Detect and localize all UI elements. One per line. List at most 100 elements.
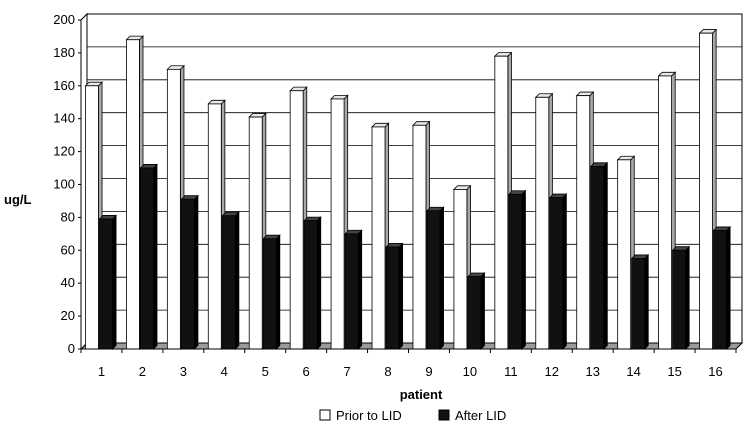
bar-after-16-front [713, 230, 727, 350]
bar-prior-9-front [412, 124, 427, 350]
bar-after-6-side [316, 216, 322, 350]
bar-after-1-side [112, 214, 117, 350]
y-tick-label-5: 100 [53, 177, 75, 192]
bar-after-8-side [398, 242, 404, 350]
x-tick-label-6: 6 [303, 364, 310, 379]
bar-prior-14-front [617, 159, 632, 350]
bar-after-7 [344, 229, 363, 350]
bar-after-3 [180, 194, 199, 350]
bar-after-13-side [603, 161, 608, 350]
bar-prior-6-front [289, 90, 304, 350]
y-tick-label-10: 200 [53, 12, 75, 27]
bar-after-12-front [549, 197, 564, 350]
bar-after-6 [303, 216, 322, 350]
bar-prior-15 [657, 71, 677, 350]
bar-prior-1 [84, 81, 104, 350]
x-tick-label-4: 4 [221, 364, 228, 379]
bar-prior-15-front [658, 75, 672, 350]
bar-after-13 [589, 161, 609, 350]
bar-after-3-side [193, 194, 199, 350]
bar-after-11-side [521, 189, 526, 350]
x-tick-label-9: 9 [425, 364, 432, 379]
bar-after-4-front [221, 215, 236, 350]
x-tick-label-5: 5 [262, 364, 269, 379]
bar-after-2-front [140, 167, 154, 350]
y-tick-label-2: 40 [61, 275, 75, 290]
bar-after-12-side [562, 193, 567, 350]
bar-after-2-side [153, 163, 158, 350]
bar-after-5 [262, 234, 281, 350]
y-tick-label-9: 180 [53, 45, 75, 60]
y-tick-label-8: 160 [53, 78, 75, 93]
bar-after-3-front [180, 198, 195, 350]
bar-after-8 [385, 242, 404, 350]
x-axis-label: patient [400, 387, 443, 402]
bar-after-4-side [234, 211, 240, 350]
bar-after-16-side [726, 225, 731, 350]
bar-after-16 [712, 225, 732, 350]
legend-label-prior: Prior to LID [336, 408, 402, 423]
bar-after-11 [507, 189, 527, 350]
bar-after-15-front [672, 249, 686, 350]
bar-after-14 [630, 253, 650, 350]
bar-prior-8-front [371, 126, 386, 350]
x-tick-label-1: 1 [98, 364, 105, 379]
legend-swatch-after [438, 409, 450, 421]
bar-after-10-front [467, 276, 482, 350]
bar-after-12 [548, 193, 568, 350]
bar-after-7-front [344, 233, 359, 350]
bar-after-1 [98, 214, 118, 350]
bar-after-6-front [303, 220, 318, 350]
bar-after-13-front [590, 166, 605, 350]
x-tick-label-13: 13 [585, 364, 599, 379]
bar-after-15 [671, 245, 691, 350]
bar-after-9-side [439, 206, 444, 350]
bar-prior-13-front [576, 95, 591, 350]
bar-after-14-front [631, 258, 646, 350]
legend-label-after: After LID [455, 408, 506, 423]
bar-prior-16-front [699, 32, 713, 350]
bar-after-5-side [275, 234, 281, 350]
bar-after-11-front [508, 193, 523, 350]
bar-prior-5-front [248, 116, 263, 350]
bar-after-9-front [426, 210, 441, 350]
bar-prior-5 [248, 112, 267, 350]
bar-after-10-side [480, 272, 485, 350]
x-tick-label-14: 14 [626, 364, 640, 379]
y-axis-label: ug/L [4, 192, 31, 207]
bars-layer [84, 28, 732, 350]
y-tick-label-4: 80 [61, 209, 75, 224]
x-tick-label-15: 15 [667, 364, 681, 379]
legend: Prior to LID After LID [319, 408, 506, 423]
bar-after-9 [426, 206, 445, 350]
bar-after-15-side [685, 245, 690, 350]
y-tick-label-6: 120 [53, 144, 75, 159]
y-tick-label-1: 20 [61, 308, 75, 323]
x-tick-label-2: 2 [139, 364, 146, 379]
axes-layer [78, 19, 737, 353]
bar-prior-4-front [207, 103, 222, 350]
x-tick-label-10: 10 [463, 364, 477, 379]
x-tick-label-3: 3 [180, 364, 187, 379]
bar-after-10 [466, 272, 486, 350]
legend-swatch-prior [319, 409, 331, 421]
bar-prior-3-front [166, 68, 181, 350]
y-tick-label-7: 140 [53, 111, 75, 126]
bar-after-4 [221, 211, 240, 350]
y-tick-label-3: 60 [61, 242, 75, 257]
bar-after-5-front [262, 238, 277, 350]
x-tick-label-8: 8 [384, 364, 391, 379]
x-tick-label-11: 11 [504, 364, 518, 379]
bar-after-14-side [644, 253, 649, 350]
x-tick-label-16: 16 [708, 364, 722, 379]
y-tick-label-0: 0 [68, 341, 75, 356]
bar-prior-11-front [494, 55, 509, 350]
x-tick-label-12: 12 [545, 364, 559, 379]
x-tick-label-7: 7 [343, 364, 350, 379]
bar-prior-1-front [85, 85, 99, 350]
bar-after-1-front [99, 218, 113, 350]
bar-prior-10-front [453, 189, 468, 350]
bar-after-8-front [385, 246, 400, 350]
